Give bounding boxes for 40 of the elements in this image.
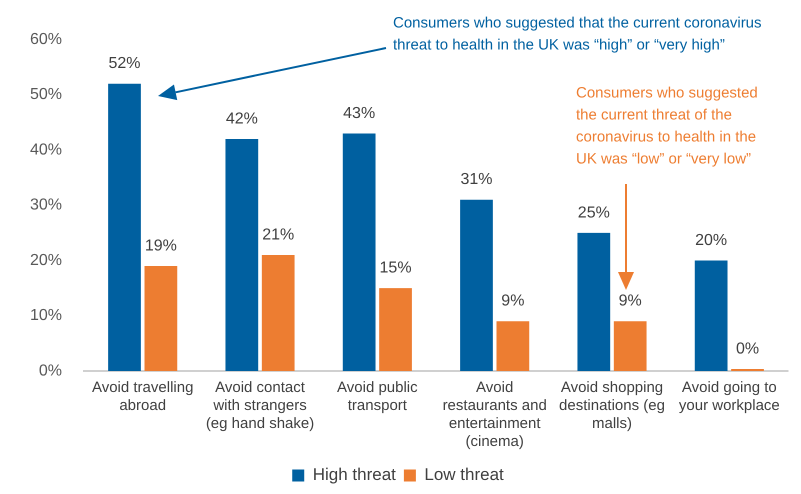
data-label: 20% <box>695 232 728 249</box>
data-label: 9% <box>618 292 642 310</box>
y-tick-label: 10% <box>30 307 62 324</box>
y-tick-label: 30% <box>30 196 62 214</box>
data-label: 25% <box>578 204 610 222</box>
x-tick-label: Avoid going to your workplace <box>678 379 780 414</box>
data-label: 19% <box>144 237 177 254</box>
data-label: 21% <box>262 226 294 244</box>
bar <box>577 232 610 371</box>
bar <box>379 288 412 371</box>
x-tick-label: Avoid travelling abroad <box>92 379 194 414</box>
bar <box>496 321 530 371</box>
annotation: Consumers who suggested that the current coronavirus threat to health in the UK was “high” or “very high” <box>393 14 762 54</box>
bar <box>262 255 295 371</box>
bar <box>108 84 141 371</box>
data-label: 15% <box>380 260 412 277</box>
data-label: 43% <box>343 104 376 122</box>
data-label: 42% <box>226 110 258 128</box>
bar <box>342 133 376 371</box>
annotation: Consumers who suggested the current threat of the coronavirus to health in the UK was “low” or “very low” <box>576 84 758 168</box>
legend-label: Low threat <box>424 465 504 484</box>
y-tick-label: 50% <box>30 86 62 104</box>
bar <box>694 260 728 371</box>
y-tick-label: 40% <box>30 141 62 158</box>
legend-label: High threat <box>312 465 396 484</box>
bar <box>460 200 493 371</box>
y-tick-label: 60% <box>30 31 62 48</box>
x-tick-label: Avoid contact with strangers (eg hand shake) <box>206 379 314 432</box>
x-tick-label: Avoid public transport <box>337 379 418 414</box>
bar <box>225 139 258 371</box>
bar <box>614 321 647 371</box>
y-tick-label: 20% <box>30 252 62 269</box>
y-tick-label: 0% <box>38 362 62 380</box>
x-tick-label: Avoid restaurants and entertainment (cinema) <box>442 379 547 450</box>
data-label: 0% <box>736 340 760 358</box>
bar <box>144 266 178 371</box>
data-label: 9% <box>501 292 524 310</box>
data-label: 52% <box>108 55 141 72</box>
x-tick-label: Avoid shopping destinations (eg malls) <box>559 379 665 432</box>
data-label: 31% <box>460 171 493 188</box>
